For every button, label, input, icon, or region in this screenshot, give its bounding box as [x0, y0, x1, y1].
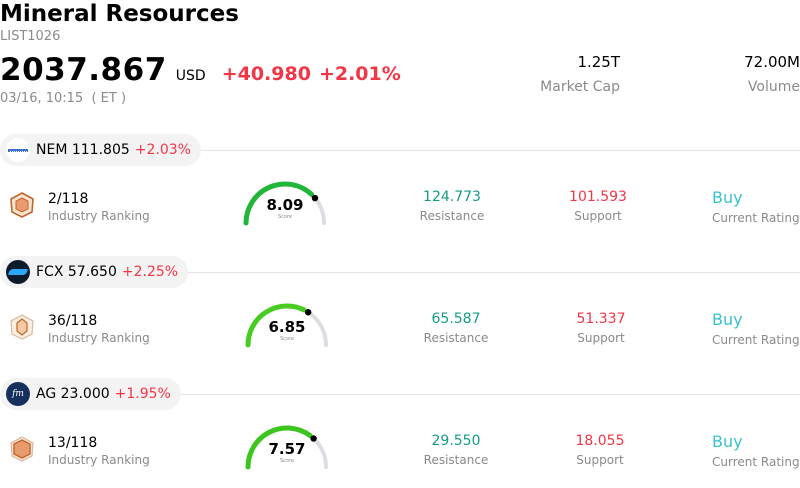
market-cap-label: Market Cap [540, 79, 620, 95]
page-title: Mineral Resources [0, 1, 239, 27]
support-label: Support [574, 209, 622, 223]
volume-label: Volume [747, 79, 800, 95]
price-change-percent: +2.01% [318, 63, 401, 85]
stock-ticker: NEM [36, 142, 68, 158]
gauge-marker [304, 309, 312, 316]
current-price: 2037.867 [0, 52, 167, 88]
freeport-logo-icon [6, 260, 30, 284]
current-rating: Buy Current Rating [712, 432, 800, 469]
current-rating: Buy Current Rating [712, 188, 800, 225]
score-gauge: 7.57 Score [242, 422, 332, 472]
ranking-value: 13/118 [48, 435, 98, 451]
rating-value[interactable]: Buy [712, 188, 743, 207]
stock-pill-nem[interactable]: NEM 111.805 +2.03% [0, 134, 201, 166]
stock-price: 23.000 [60, 386, 110, 402]
price-change: +40.980 [221, 63, 311, 85]
stock-pill-ag[interactable]: fm AG 23.000 +1.95% [0, 378, 181, 410]
gauge-svg [245, 425, 328, 470]
resistance-value: 29.550 [431, 433, 481, 449]
support-metric: 51.337 Support [546, 311, 656, 345]
industry-ranking: 2/118 Industry Ranking [48, 191, 150, 223]
support-value: 18.055 [575, 433, 625, 449]
gauge-svg [245, 303, 328, 348]
rating-label: Current Rating [712, 455, 800, 469]
ranking-label: Industry Ranking [48, 331, 150, 345]
ranking-badge-icon [10, 436, 34, 462]
ranking-label: Industry Ranking [48, 209, 150, 223]
current-rating: Buy Current Rating [712, 310, 800, 347]
score-value: 8.09 [266, 196, 304, 214]
gauge-fill [245, 425, 313, 470]
score-gauge: 6.85 Score [242, 300, 332, 350]
rating-label: Current Rating [712, 211, 800, 225]
stock-change-percent: +1.95% [114, 386, 171, 402]
section-divider [0, 150, 800, 151]
ranking-label: Industry Ranking [48, 453, 150, 467]
support-metric: 18.055 Support [545, 433, 655, 467]
support-value: 51.337 [576, 311, 626, 327]
timestamp: 03/16, 10:15 ( ET ) [0, 91, 127, 106]
rating-value[interactable]: Buy [712, 310, 743, 329]
support-metric: 101.593 Support [543, 189, 653, 223]
support-label: Support [576, 453, 624, 467]
price-row: 2037.867 USD +40.980 +2.01% [0, 52, 401, 88]
symbol-code: LIST1026 [0, 29, 61, 44]
newmont-logo-icon [6, 138, 30, 162]
gauge-svg [243, 181, 326, 226]
resistance-value: 124.773 [423, 189, 481, 205]
resistance-label: Resistance [423, 453, 489, 467]
stock-ticker: AG [36, 386, 57, 402]
stock-price: 57.650 [67, 264, 117, 280]
section-divider [0, 394, 800, 395]
resistance-metric: 29.550 Resistance [401, 433, 511, 467]
section-divider [0, 272, 800, 273]
resistance-label: Resistance [423, 331, 489, 345]
stock-price: 111.805 [71, 142, 130, 158]
market-cap-stat: 1.25T Market Cap [540, 53, 620, 95]
support-value: 101.593 [569, 189, 627, 205]
stock-change-percent: +2.03% [134, 142, 191, 158]
score-value: 6.85 [268, 318, 306, 336]
ranking-value: 2/118 [48, 191, 89, 207]
resistance-metric: 65.587 Resistance [401, 311, 511, 345]
resistance-metric: 124.773 Resistance [397, 189, 507, 223]
volume-value: 72.00M [744, 53, 800, 71]
gauge-marker [310, 435, 317, 442]
volume-stat: 72.00M Volume [744, 53, 800, 95]
industry-ranking: 36/118 Industry Ranking [48, 313, 150, 345]
ranking-badge-icon [10, 314, 34, 340]
currency-label: USD [175, 68, 206, 84]
gauge-marker [311, 194, 319, 202]
resistance-value: 65.587 [431, 311, 481, 327]
ranking-value: 36/118 [48, 313, 98, 329]
industry-ranking: 13/118 Industry Ranking [48, 435, 150, 467]
score-value: 7.57 [268, 440, 306, 458]
stock-ticker: FCX [36, 264, 64, 280]
gauge-fill [245, 303, 307, 348]
first-majestic-logo-icon: fm [6, 382, 30, 406]
rating-label: Current Rating [712, 333, 800, 347]
gauge-fill [243, 181, 315, 226]
score-label: Score [277, 214, 292, 220]
market-cap-value: 1.25T [577, 53, 620, 71]
ranking-badge-icon [10, 192, 34, 218]
resistance-label: Resistance [419, 209, 485, 223]
support-label: Support [577, 331, 625, 345]
score-label: Score [279, 458, 294, 464]
stock-change-percent: +2.25% [121, 264, 179, 280]
rating-value[interactable]: Buy [712, 432, 743, 451]
stock-pill-fcx[interactable]: FCX 57.650 +2.25% [0, 256, 189, 288]
score-gauge: 8.09 Score [240, 178, 330, 228]
score-label: Score [279, 336, 294, 342]
